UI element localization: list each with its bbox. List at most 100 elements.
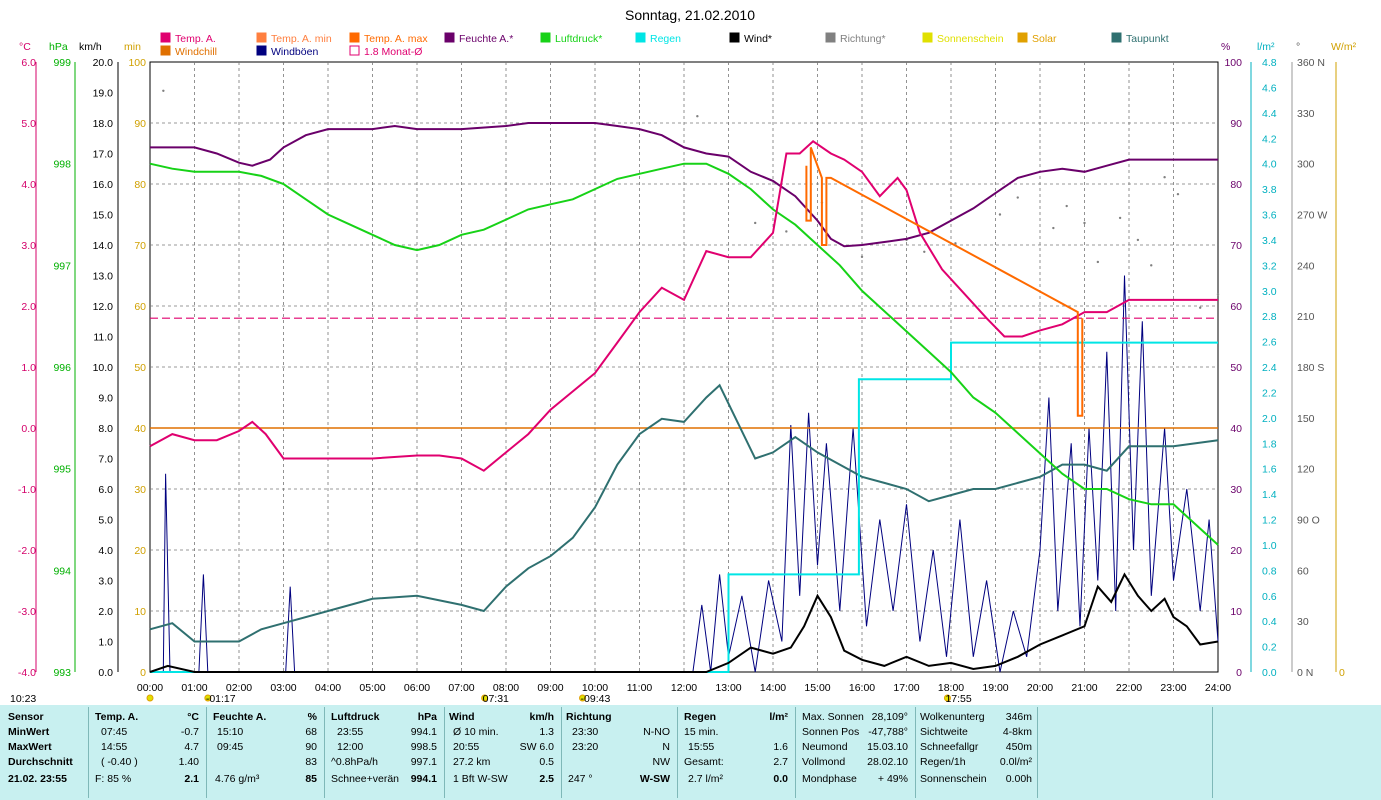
tick-label-humidity_ticks: 40 — [1230, 423, 1242, 435]
axis-unit-solar: W/m² — [1331, 41, 1357, 53]
tick-label-rain_ticks: 1.8 — [1262, 438, 1277, 450]
series-taupunkt — [149, 383, 1219, 643]
tick-label-wind_ticks: 20.0 — [93, 57, 114, 69]
tick-label-wind_ticks: 0.0 — [98, 667, 113, 679]
axis-unit-dir: ° — [1296, 41, 1300, 53]
tick-label-wind_ticks: 19.0 — [93, 88, 114, 100]
tick-label-temp_ticks: -1.0 — [18, 484, 36, 496]
tick-label-pressure_ticks: 999 — [53, 57, 71, 69]
tick-label-time: 16:00 — [849, 682, 875, 694]
axis-ticks: -4.0 -3.0 -2.0 -1.0 0.0 1.0 2.0 3.0 4.0 5.0 6.0 993… — [18, 57, 1345, 694]
tick-label-humidity_ticks: 10 — [1230, 606, 1242, 618]
stats-temp-avg: 1.40 — [178, 756, 199, 768]
stats-wind-r2-value: SW 6.0 — [519, 741, 554, 753]
sun-marker-icon — [943, 694, 951, 702]
stats-direction-r2-value: N — [662, 741, 670, 753]
tick-label-dir_ticks: 360 N — [1297, 57, 1325, 69]
series-direction-point — [1096, 260, 1100, 264]
sun-marker-label: -09:43 — [581, 693, 611, 705]
legend-label: Solar — [1032, 33, 1057, 45]
tick-label-rain_ticks: 0.6 — [1262, 591, 1277, 603]
stats-temp: Temp. A. °C 07:45 -0.7 14:55 4.7 ( -0.40… — [89, 705, 205, 800]
series-direction-point — [1216, 292, 1220, 296]
stats-humidity-avg: 83 — [305, 756, 317, 768]
tick-label-sunmin_ticks: 0 — [140, 667, 146, 679]
tick-label-time: 12:00 — [671, 682, 697, 694]
legend-label: Regen — [650, 33, 681, 45]
stats-max-label: MaxWert — [8, 741, 52, 753]
stats-misc-r2: Sichtweite — [920, 726, 968, 738]
tick-label-temp_ticks: -4.0 — [18, 667, 36, 679]
stats-misc-r3: Schneefallgr — [920, 741, 979, 753]
tick-label-dir_ticks: 270 W — [1297, 210, 1327, 222]
stats-pressure-foot-value: 994.1 — [410, 773, 437, 785]
stats-pressure-avg: 997.1 — [410, 756, 437, 768]
axis-unit-wind: km/h — [79, 41, 102, 53]
stats-misc-r5-value: 0.00h — [1005, 773, 1032, 785]
tick-label-dir_ticks: 210 — [1297, 311, 1315, 323]
tick-label-time: 02:00 — [226, 682, 252, 694]
stats-wind-unit: km/h — [529, 711, 554, 723]
tick-label-time: 01:00 — [181, 682, 207, 694]
legend-label: Wind* — [744, 33, 772, 45]
tick-label-time: 10:00 — [582, 682, 608, 694]
tick-label-time: 00:00 — [137, 682, 163, 694]
tick-label-time: 04:00 — [315, 682, 341, 694]
stats-misc-r2-value: 4-8km — [1002, 726, 1032, 738]
tick-label-time: 24:00 — [1205, 682, 1231, 694]
axis-units: °C hPa km/h min% l/m² ° W/m² — [19, 41, 1357, 53]
legend-swatch — [160, 32, 171, 43]
legend-swatch — [256, 32, 267, 43]
legend-label: Feuchte A.* — [459, 33, 513, 45]
stats-sun-r1: Max. Sonnen — [802, 711, 864, 723]
tick-label-dir_ticks: 90 O — [1297, 515, 1320, 527]
legend-swatch — [349, 32, 360, 43]
axis-unit-humidity: % — [1221, 41, 1230, 53]
tick-label-temp_ticks: 6.0 — [21, 57, 36, 69]
tick-label-sunmin_ticks: 60 — [134, 301, 146, 313]
stats-humidity-min-time: 15:10 — [217, 726, 244, 738]
stats-humidity-max: 90 — [305, 741, 317, 753]
tick-label-dir_ticks: 30 — [1297, 616, 1309, 628]
stats-direction-r3-value: NW — [652, 756, 671, 768]
tick-label-wind_ticks: 11.0 — [93, 332, 113, 344]
tick-label-dir_ticks: 240 — [1297, 260, 1315, 272]
sun-marker-icon — [579, 694, 587, 702]
sun-marker-icon — [481, 694, 489, 702]
legend-label: Sonnenschein — [937, 33, 1004, 45]
stats-temp-max-time: 14:55 — [101, 741, 128, 753]
axis-unit-rain: l/m² — [1257, 41, 1275, 53]
tick-label-dir_ticks: 0 N — [1297, 667, 1313, 679]
legend-swatch — [1017, 32, 1028, 43]
stats-humidity-max-time: 09:45 — [217, 741, 244, 753]
tick-label-sunmin_ticks: 20 — [134, 545, 146, 557]
tick-label-dir_ticks: 150 — [1297, 413, 1315, 425]
stats-temp-avg-extra: ( -0.40 ) — [101, 756, 138, 768]
series-direction-point — [1136, 238, 1140, 242]
stats-wind-r1: Ø 10 min. — [453, 726, 499, 738]
sun-marker-label: 10:23 — [10, 693, 36, 705]
series-direction-point — [1150, 264, 1153, 267]
tick-label-time: 07:00 — [448, 682, 474, 694]
legend-label: Windböen — [271, 46, 318, 58]
sun-marker-icon — [146, 694, 154, 702]
series-direction-point — [754, 221, 757, 225]
tick-label-pressure_ticks: 994 — [53, 565, 71, 577]
tick-label-sunmin_ticks: 30 — [134, 484, 146, 496]
legend-swatch — [922, 32, 933, 43]
tick-label-rain_ticks: 0.0 — [1262, 667, 1277, 679]
stats-rain-unit: l/m² — [769, 711, 788, 723]
time-markers: 10:23 -01:17 07:31 -09:43 17:55 — [10, 693, 972, 705]
stats-rain-r2-value: 1.6 — [773, 741, 788, 753]
tick-label-time: 11:00 — [627, 682, 653, 694]
tick-label-sunmin_ticks: 10 — [134, 606, 146, 618]
legend-swatch — [635, 32, 646, 43]
axis-unit-pressure: hPa — [49, 41, 68, 53]
tick-label-sunmin_ticks: 40 — [134, 423, 146, 435]
tick-label-humidity_ticks: 90 — [1230, 118, 1242, 130]
legend-swatch — [444, 32, 455, 43]
tick-label-dir_ticks: 180 S — [1297, 362, 1324, 374]
series-direction-point — [1163, 176, 1166, 179]
series-direction-point — [860, 255, 864, 259]
stats-pressure-head: Luftdruck — [331, 711, 380, 723]
